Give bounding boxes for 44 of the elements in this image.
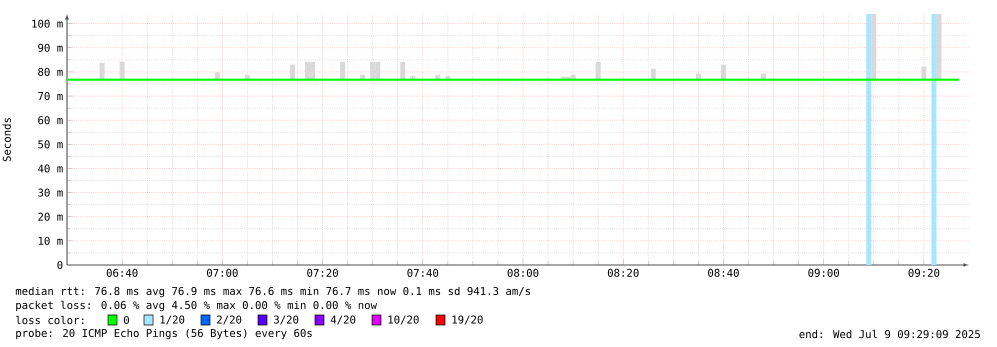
y-tick-label: 60 m: [38, 116, 63, 124]
bar: [120, 62, 125, 80]
bar: [596, 62, 601, 80]
bar: [866, 14, 872, 265]
y-tick-label: 30 m: [38, 188, 63, 197]
y-tick-label: 20 m: [38, 212, 63, 221]
text: packet loss: 0.06 % avg 4.50 % max 0.00 % min 0.00 % now: [16, 300, 377, 312]
x-tick-label: 07:00: [206, 268, 238, 277]
bar: [931, 14, 936, 265]
text: probe: 20 ICMP Echo Pings (56 Bytes) every 60s: [16, 328, 312, 340]
legend-label: 3/20: [274, 316, 298, 324]
x-tick-label: 09:00: [808, 268, 840, 277]
y-tick-label: 80 m: [38, 68, 63, 76]
x-tick-label: 09:20: [908, 268, 940, 277]
bar: [720, 64, 726, 80]
legend-label: 4/20: [330, 316, 356, 324]
y-tick-label: 0: [57, 260, 62, 270]
bar: [936, 14, 942, 80]
x-tick-label: 08:40: [708, 268, 739, 277]
legend-label: 2/20: [217, 316, 242, 324]
y-tick-label: 70 m: [38, 92, 63, 100]
y-tick-label: 100 m: [32, 20, 63, 28]
bar: [340, 62, 346, 80]
y-axis-title: Seconds: [2, 118, 11, 162]
legend-title: loss color:: [16, 316, 84, 324]
y-tick-label: 10 m: [38, 236, 63, 245]
legend-label: 19/20: [452, 316, 483, 324]
text: median rtt: 76.8 ms avg 76.9 ms max 76.6 ms min 76.7 ms now 0.1 ms sd 941.3 am/s: [16, 286, 530, 298]
text: end: Wed Jul 9 09:29:09 2025: [799, 330, 980, 338]
x-tick-label: 08:00: [508, 268, 538, 277]
bar: [871, 14, 876, 80]
y-tick-label: 90 m: [38, 44, 63, 52]
legend-label: 1/20: [160, 316, 184, 324]
x-tick-label: 07:40: [407, 268, 438, 277]
x-tick-label: 08:20: [608, 268, 639, 277]
bar: [100, 62, 105, 80]
legend-label: 10/20: [388, 316, 419, 324]
bar: [290, 64, 296, 80]
x-tick-label: 07:20: [307, 268, 338, 277]
y-tick-label: 40 m: [38, 164, 63, 172]
y-tick-label: 50 m: [38, 140, 63, 148]
x-tick-label: 06:40: [106, 268, 138, 277]
bar: [400, 62, 406, 80]
legend-label: 0: [124, 316, 129, 324]
